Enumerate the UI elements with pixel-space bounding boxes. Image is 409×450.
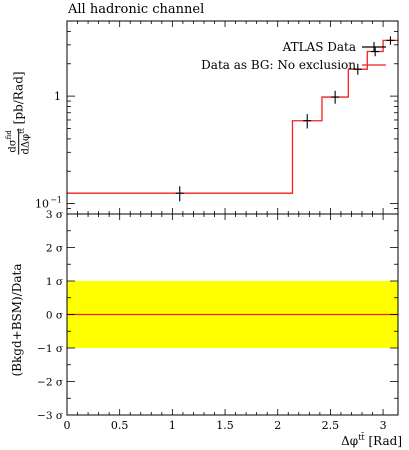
ratio-y-tick-label: 3 σ [46,209,63,221]
ratio-y-tick-label: 1 σ [46,276,63,288]
top-y-axis-label: dσfid dΔφtt̄ [pb/Rad] [5,58,32,168]
data-point [303,114,312,129]
y-tick-label: 1 [54,90,61,103]
x-tick-label: 0 [64,419,71,432]
legend-entry: ATLAS Data [282,40,386,54]
data-point [331,90,340,104]
legend-label: Data as BG: No exclusion [201,58,356,72]
x-tick-label: 0.5 [111,419,129,432]
legend-label: ATLAS Data [282,40,356,54]
y-axis-fraction: dσfid dΔφtt̄ [5,128,32,155]
y-label-numerator-sup: fid [5,130,14,140]
x-tick-label: 1 [169,419,176,432]
x-tick-label: 2 [274,419,281,432]
prediction-histogram [67,39,398,194]
y-tick-label: 10 [35,198,49,211]
ratio-y-label: (Bkgd+BSM)/Data [10,263,24,377]
y-label-denominator: dΔφ [20,133,32,155]
legend-entry: Data as BG: No exclusion [201,58,386,72]
bottom-y-axis-label: (Bkgd+BSM)/Data [6,230,28,410]
data-point [353,63,362,75]
x-label-sup: tt̄ [358,433,365,442]
data-point [175,186,184,202]
ratio-y-tick-label: −1 σ [37,343,63,355]
y-label-denominator-sup: tt̄ [18,128,27,134]
x-tick-label: 1.5 [216,419,234,432]
x-tick-label: 2.5 [322,419,340,432]
data-point [386,36,395,45]
y-label-unit: [pb/Rad] [11,71,26,125]
x-label-unit: [Rad] [368,434,402,448]
ratio-y-tick-label: 0 σ [46,310,63,322]
ratio-y-tick-label: −3 σ [37,410,63,422]
data-point [371,47,380,57]
x-tick-label: 3 [380,419,387,432]
x-axis-label: Δφtt̄ [Rad] [341,433,402,448]
x-label-base: Δφ [341,434,359,448]
y-label-numerator: dσ [7,139,19,153]
ratio-y-tick-label: −2 σ [37,377,63,389]
ratio-y-tick-label: 2 σ [46,243,63,255]
y-tick-exponent: −1 [50,196,62,205]
chart-title: All hadronic channel [68,2,205,17]
